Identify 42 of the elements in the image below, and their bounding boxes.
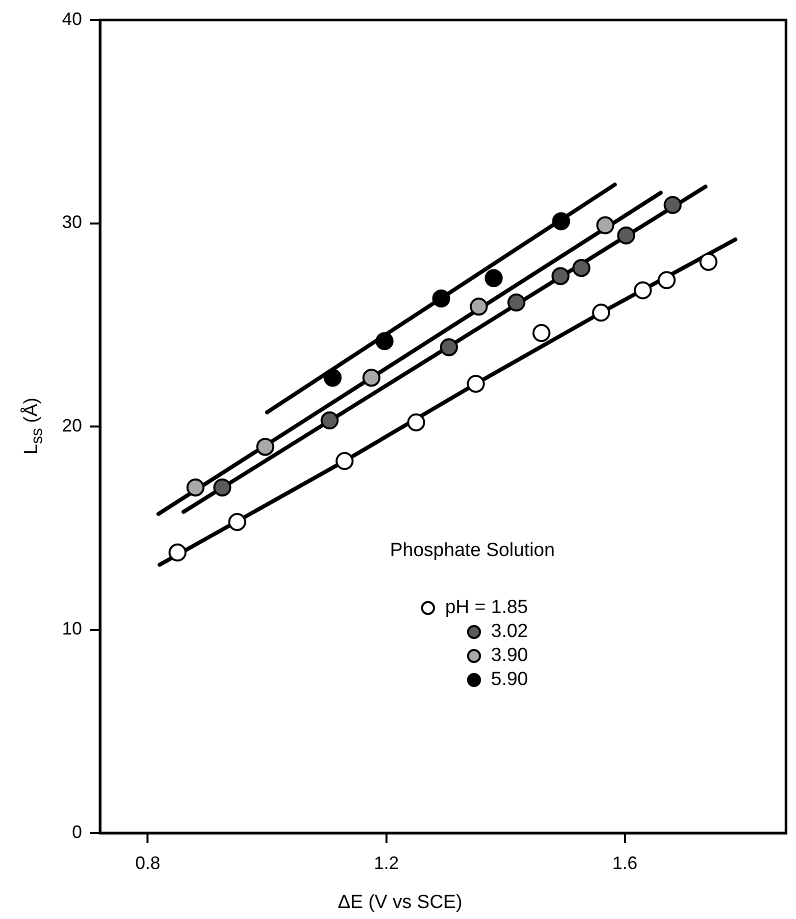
y-tick-label: 30 (62, 212, 82, 232)
legend-title: Phosphate Solution (390, 540, 555, 562)
x-axis-title: ΔE (V vs SCE) (338, 892, 462, 914)
y-tick-label: 10 (62, 618, 82, 639)
point (658, 271, 676, 290)
point (532, 324, 550, 342)
point (407, 413, 426, 432)
y-tick-label: 0 (72, 822, 82, 842)
legend-label: 5.90 (491, 669, 528, 691)
point (596, 216, 614, 234)
point (432, 289, 450, 308)
legend-label: pH = 1.85 (445, 597, 528, 619)
point (466, 374, 485, 393)
point (324, 368, 342, 387)
point (228, 513, 246, 532)
point (617, 226, 636, 244)
x-tick-label: 1.2 (374, 852, 399, 873)
point (572, 258, 590, 277)
point (664, 196, 682, 214)
x-tick-label: 0.8 (135, 852, 160, 873)
point (470, 298, 488, 316)
legend-label: 3.02 (491, 621, 528, 643)
point (320, 411, 339, 430)
point (336, 452, 354, 470)
point (168, 544, 187, 562)
point (213, 478, 232, 496)
point (440, 338, 458, 356)
point (507, 294, 526, 312)
point (484, 269, 503, 288)
point (552, 267, 570, 286)
point (699, 252, 718, 271)
point (376, 332, 394, 350)
point (552, 212, 570, 230)
point (634, 281, 652, 300)
point (186, 478, 204, 496)
x-tick-label: 1.6 (612, 852, 638, 873)
legend-label: 3.90 (491, 645, 528, 667)
point (256, 438, 274, 456)
point (592, 304, 610, 322)
y-tick-label: 40 (62, 8, 82, 29)
point (362, 368, 380, 387)
y-tick-label: 20 (62, 415, 82, 436)
